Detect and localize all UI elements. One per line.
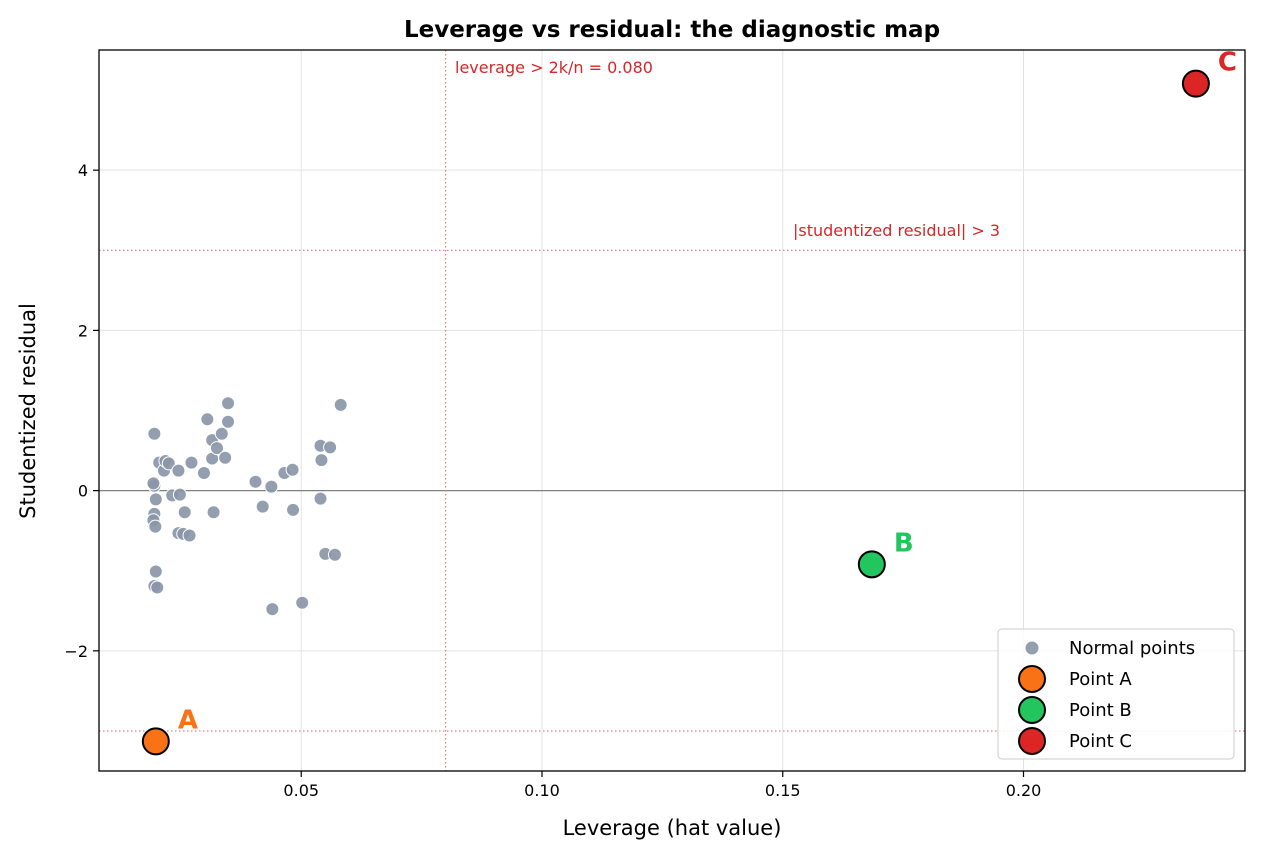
normal-point	[333, 397, 348, 412]
normal-point	[248, 474, 263, 489]
threshold-layer	[99, 50, 1245, 771]
normal-point	[177, 505, 192, 520]
point-b-label: B	[894, 528, 914, 558]
normal-point	[264, 479, 279, 494]
normal-point	[313, 491, 328, 506]
normal-point	[172, 487, 187, 502]
points-layer: A B C	[141, 48, 1237, 756]
x-tick-label: 0.10	[524, 781, 560, 800]
plot-frame	[98, 49, 1246, 772]
normal-point	[323, 440, 338, 455]
point-a-marker	[141, 727, 170, 756]
normal-point	[206, 505, 221, 520]
normal-point	[285, 462, 300, 477]
point-a-label: A	[178, 705, 198, 735]
normal-point	[148, 519, 163, 534]
legend-label: Point B	[1069, 700, 1132, 721]
point-b-marker	[857, 550, 886, 579]
normal-point	[295, 595, 310, 610]
normal-point	[314, 453, 329, 468]
normal-point	[221, 414, 236, 429]
normal-point	[286, 502, 301, 517]
normal-point	[209, 441, 224, 456]
legend-marker-point-b	[1018, 696, 1046, 724]
y-tick-label: 4	[78, 161, 88, 180]
normal-point	[148, 564, 163, 579]
normal-point	[265, 602, 280, 617]
x-tick-label: 0.15	[765, 781, 801, 800]
legend-marker-point-c	[1018, 727, 1046, 755]
leverage-threshold-label: leverage > 2k/n = 0.080	[455, 58, 653, 77]
normal-point	[255, 499, 270, 514]
chart-title: Leverage vs residual: the diagnostic map	[404, 17, 940, 43]
normal-point	[161, 456, 176, 471]
normal-point	[196, 465, 211, 480]
y-axis-label: Studentized residual	[16, 303, 40, 519]
legend-marker-point-a	[1018, 665, 1046, 693]
normal-point	[327, 547, 342, 562]
tick-layer: 0.05 0.10 0.15 0.20 −2 0 2 4	[64, 161, 1041, 800]
y-tick-label: 2	[78, 321, 88, 340]
residual-threshold-label: |studentized residual| > 3	[793, 221, 1000, 240]
normal-point	[221, 396, 236, 411]
normal-point	[182, 528, 197, 543]
normal-point	[184, 455, 199, 470]
legend-label: Point A	[1069, 669, 1132, 690]
normal-point	[146, 476, 161, 491]
normal-point	[148, 492, 163, 507]
y-tick-label: 0	[78, 482, 88, 501]
normal-point	[171, 463, 186, 478]
normal-point	[147, 426, 162, 441]
normal-point	[218, 450, 233, 465]
point-c-label: C	[1218, 48, 1237, 78]
normal-point	[214, 426, 229, 441]
normal-point	[200, 412, 215, 427]
y-tick-label: −2	[64, 642, 88, 661]
legend-frame	[997, 628, 1235, 760]
legend-label: Point C	[1069, 731, 1132, 752]
x-tick-label: 0.20	[1006, 781, 1042, 800]
x-axis-label: Leverage (hat value)	[563, 816, 782, 840]
legend-label: Normal points	[1069, 638, 1195, 659]
legend-marker-normal	[1024, 640, 1040, 656]
x-tick-label: 0.05	[283, 781, 319, 800]
normal-point	[150, 580, 165, 595]
point-c-marker	[1181, 69, 1210, 98]
legend: Normal points Point A Point B Point C	[997, 628, 1235, 760]
